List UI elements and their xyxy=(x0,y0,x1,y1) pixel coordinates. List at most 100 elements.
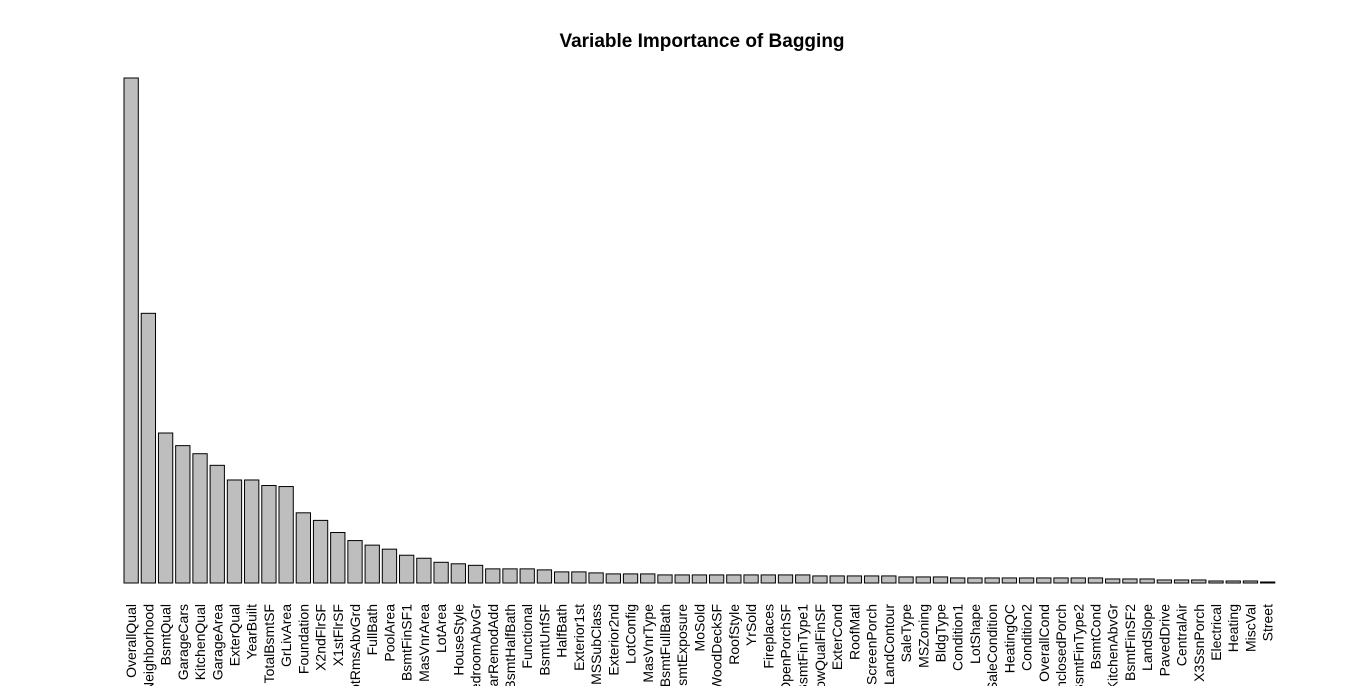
bar-SaleType xyxy=(898,576,914,584)
bar-BsmtHalfBath xyxy=(502,568,518,584)
bar-HeatingQC xyxy=(1001,577,1018,584)
tick-label-BsmtCond: BsmtCond xyxy=(1087,604,1103,669)
bar-TotRmsAbvGrd xyxy=(347,540,363,584)
tick-label-GrLivArea: GrLivArea xyxy=(278,604,294,667)
bar-MasVnrType xyxy=(640,573,656,584)
bar-LotArea xyxy=(433,561,449,584)
tick-label-KitchenQual: KitchenQual xyxy=(192,604,208,680)
bar-Neighborhood xyxy=(140,312,157,584)
tick-label-KitchenAbvGr: KitchenAbvGr xyxy=(1105,604,1121,686)
tick-label-Foundation: Foundation xyxy=(295,604,311,674)
bar-YearRemodAdd xyxy=(485,568,501,584)
bar-MiscVal xyxy=(1242,580,1259,584)
tick-label-BsmtFullBath: BsmtFullBath xyxy=(657,604,673,686)
bar-Condition1 xyxy=(950,577,966,584)
tick-label-MSSubClass: MSSubClass xyxy=(588,604,604,685)
bar-LotConfig xyxy=(622,573,639,584)
tick-label-BsmtExposure: BsmtExposure xyxy=(674,604,690,686)
bar-Condition2 xyxy=(1018,577,1035,584)
bar-BsmtFinSF1 xyxy=(399,554,415,584)
tick-label-HeatingQC: HeatingQC xyxy=(1001,604,1017,673)
tick-label-BsmtHalfBath: BsmtHalfBath xyxy=(502,604,518,686)
bar-GrLivArea xyxy=(278,486,294,584)
tick-label-HouseStyle: HouseStyle xyxy=(450,604,466,676)
bar-ExterCond xyxy=(829,575,845,584)
bar-EnclosedPorch xyxy=(1053,577,1069,584)
tick-label-Exterior2nd: Exterior2nd xyxy=(605,604,621,676)
tick-label-MiscVal: MiscVal xyxy=(1242,604,1258,652)
tick-label-BsmtFinType1: BsmtFinType1 xyxy=(795,604,811,686)
tick-label-BsmtFinType2: BsmtFinType2 xyxy=(1070,604,1086,686)
bar-Heating xyxy=(1225,580,1241,584)
tick-label-LowQualFinSF: LowQualFinSF xyxy=(812,604,828,686)
tick-label-TotalBsmtSF: TotalBsmtSF xyxy=(261,604,277,683)
tick-label-LotConfig: LotConfig xyxy=(623,604,639,664)
bars-group xyxy=(123,77,1276,584)
tick-label-MasVnrType: MasVnrType xyxy=(640,604,656,683)
bar-MoSold xyxy=(691,574,708,584)
bar-BsmtQual xyxy=(157,432,174,584)
tick-label-CentralAir: CentralAir xyxy=(1174,604,1190,667)
bar-HouseStyle xyxy=(450,563,466,584)
tick-label-BsmtUnfSF: BsmtUnfSF xyxy=(536,604,552,676)
bar-BsmtFullBath xyxy=(657,574,673,584)
tick-label-GarageCars: GarageCars xyxy=(175,604,191,680)
tick-label-X1stFlrSF: X1stFlrSF xyxy=(330,604,346,666)
bar-BsmtFinType2 xyxy=(1070,577,1086,584)
tick-label-BedroomAbvGr: BedroomAbvGr xyxy=(468,604,484,686)
bar-YearBuilt xyxy=(244,479,260,584)
tick-label-Fireplaces: Fireplaces xyxy=(760,604,776,669)
chart-title: Variable Importance of Bagging xyxy=(559,31,844,52)
bar-BsmtUnfSF xyxy=(536,569,553,584)
tick-label-X2ndFlrSF: X2ndFlrSF xyxy=(313,604,329,671)
tick-label-Neighborhood: Neighborhood xyxy=(140,604,156,686)
bar-BsmtFinType1 xyxy=(795,574,811,584)
bar-BldgType xyxy=(932,576,949,584)
tick-label-MasVnrArea: MasVnrArea xyxy=(416,604,432,682)
bar-YrSold xyxy=(743,574,759,584)
tick-label-Condition2: Condition2 xyxy=(1019,604,1035,671)
bar-ScreenPorch xyxy=(863,575,880,584)
tick-label-ExterQual: ExterQual xyxy=(226,604,242,666)
tick-label-RoofStyle: RoofStyle xyxy=(726,604,742,665)
tick-label-Electrical: Electrical xyxy=(1208,604,1224,661)
bar-X2ndFlrSF xyxy=(312,519,329,584)
tick-label-LandSlope: LandSlope xyxy=(1139,604,1155,671)
tick-label-Condition1: Condition1 xyxy=(950,604,966,671)
tick-label-Functional: Functional xyxy=(519,604,535,669)
tick-label-BsmtFinSF2: BsmtFinSF2 xyxy=(1122,604,1138,681)
tick-label-YearBuilt: YearBuilt xyxy=(244,604,260,660)
bar-RoofStyle xyxy=(726,574,742,584)
tick-label-OpenPorchSF: OpenPorchSF xyxy=(778,604,794,686)
bar-OverallQual xyxy=(123,77,139,584)
bar-MSSubClass xyxy=(588,572,604,584)
tick-label-MSZoning: MSZoning xyxy=(915,604,931,668)
bar-Electrical xyxy=(1208,580,1224,584)
bar-X3SsnPorch xyxy=(1191,579,1207,584)
tick-label-HalfBath: HalfBath xyxy=(554,604,570,658)
tick-label-SaleCondition: SaleCondition xyxy=(984,604,1000,686)
tick-label-Street: Street xyxy=(1260,604,1276,641)
bar-OpenPorchSF xyxy=(777,574,794,584)
bar-BsmtCond xyxy=(1087,577,1104,584)
bar-LandContour xyxy=(881,575,897,584)
tick-label-X3SsnPorch: X3SsnPorch xyxy=(1191,604,1207,682)
bar-BedroomAbvGr xyxy=(467,564,484,584)
bar-HalfBath xyxy=(554,571,570,584)
tick-label-YearRemodAdd: YearRemodAdd xyxy=(485,604,501,686)
bar-MSZoning xyxy=(915,576,931,584)
tick-label-TotRmsAbvGrd: TotRmsAbvGrd xyxy=(347,604,363,686)
tick-label-LotArea: LotArea xyxy=(433,604,449,653)
tick-label-FullBath: FullBath xyxy=(364,604,380,655)
bar-WoodDeckSF xyxy=(708,574,725,584)
category-labels-group: OverallQual Neighborhood BsmtQual GarageCar… xyxy=(123,604,1276,686)
bar-SaleCondition xyxy=(984,577,1000,584)
bar-LowQualFinSF xyxy=(812,575,828,584)
bar-X1stFlrSF xyxy=(330,532,346,584)
bar-Foundation xyxy=(295,512,312,584)
tick-label-OverallCond: OverallCond xyxy=(1036,604,1052,682)
bar-Exterior1st xyxy=(571,571,587,584)
bar-Fireplaces xyxy=(760,574,776,584)
bar-MasVnrArea xyxy=(416,557,432,584)
